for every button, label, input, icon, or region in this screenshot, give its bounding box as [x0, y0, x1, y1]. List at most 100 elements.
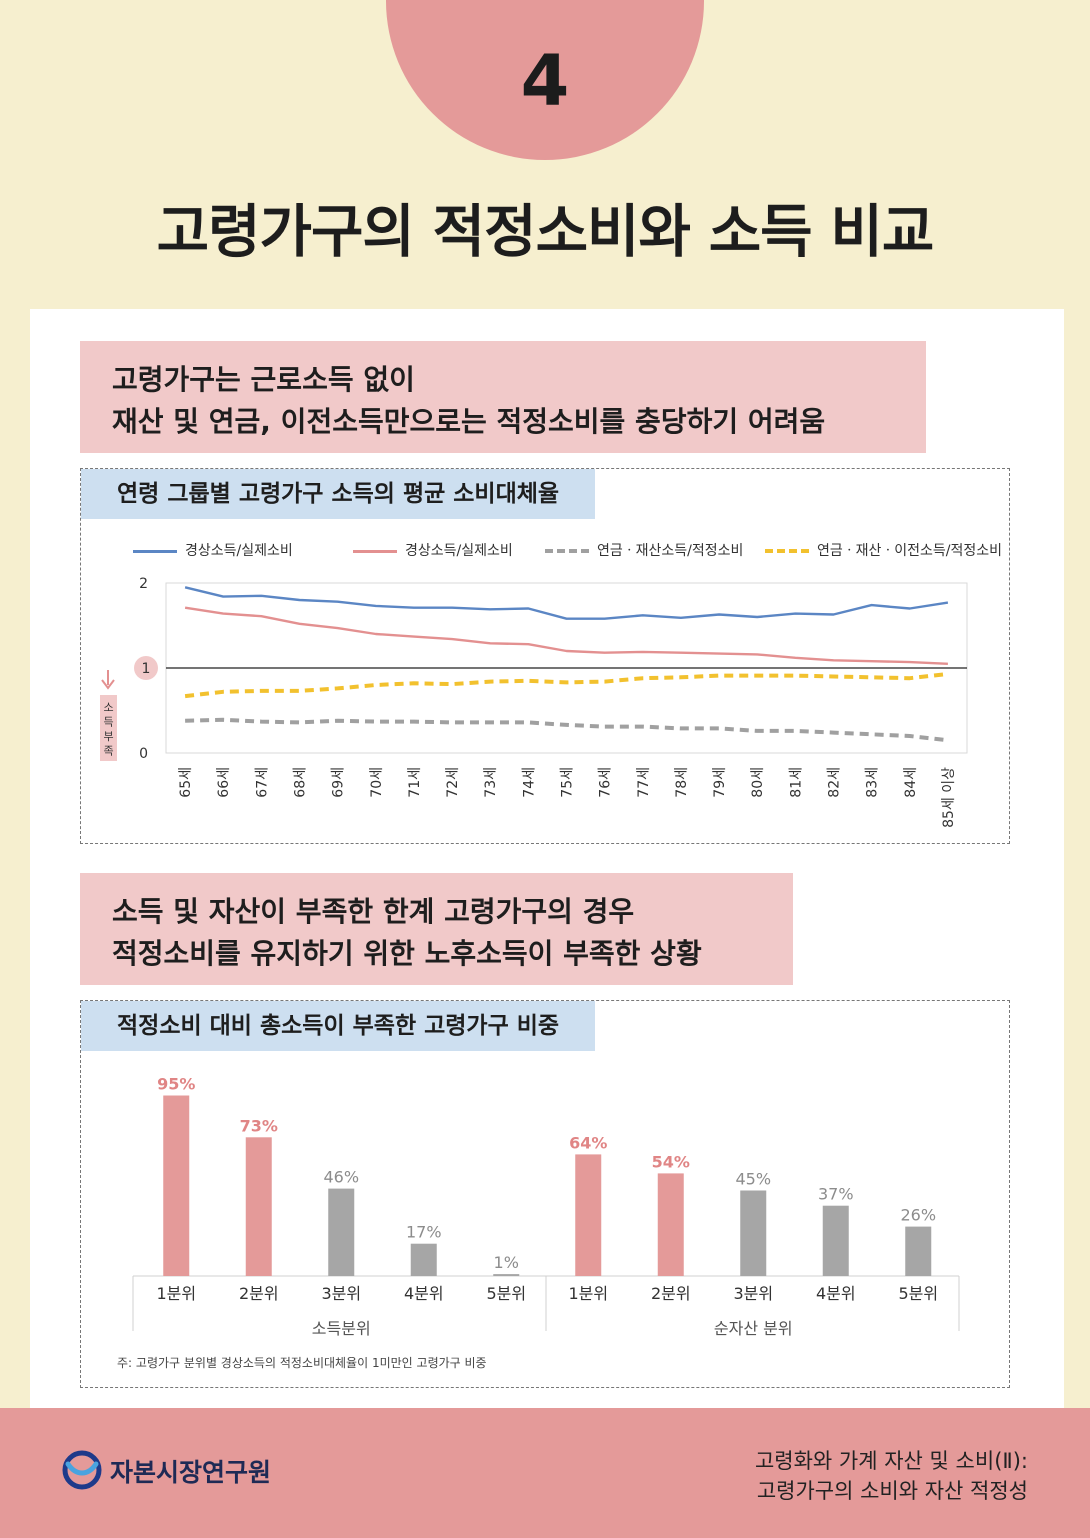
legend-item-3: 연금ㆍ재산소득/적정소비 — [545, 539, 743, 563]
legend-label-2: 경상소득/실제소비 — [405, 543, 513, 559]
line-chart-box: 연령 그룹별 고령가구 소득의 평균 소비대체율 경상소득/실제소비 경상소득/… — [80, 468, 1010, 844]
page-title: 고령가구의 적정소비와 소득 비교 — [156, 199, 935, 265]
legend-label-3: 연금ㆍ재산소득/적정소비 — [597, 543, 744, 559]
x-tick-label: 69세 — [331, 767, 347, 798]
bar-value-label: 17% — [406, 1223, 442, 1242]
reference-marker — [134, 656, 158, 680]
bar-value-label: 54% — [652, 1152, 690, 1171]
bar-value-label: 46% — [323, 1168, 359, 1187]
x-tick-label: 77세 — [636, 767, 652, 798]
bar — [163, 1095, 190, 1276]
x-tick-label: 79세 — [712, 767, 728, 798]
kcmi-logo-icon — [62, 1450, 102, 1490]
x-tick-label: 73세 — [483, 767, 499, 798]
section-number: 4 — [520, 40, 570, 122]
series-line-4 — [184, 671, 949, 699]
legend-line-yellow — [765, 549, 809, 553]
shortfall-label-char: 소 — [103, 701, 113, 714]
x-tick-label: 84세 — [903, 767, 919, 798]
bar — [822, 1205, 849, 1276]
x-tick-label: 81세 — [788, 767, 804, 798]
x-tick-label: 3분위 — [321, 1284, 361, 1303]
reference-label: 1 — [142, 661, 151, 677]
bar-chart-note: 주: 고령가구 분위별 경상소득의 적정소비대체율이 1미만인 고령가구 비중 — [117, 1356, 487, 1370]
legend-line-pink — [353, 549, 397, 553]
bar — [410, 1243, 437, 1276]
y-tick-label: 2 — [139, 576, 148, 592]
shortfall-label-char: 부 — [103, 730, 113, 743]
bar-value-label: 73% — [240, 1116, 278, 1135]
x-tick-label: 66세 — [216, 767, 232, 798]
callout-1: 고령가구는 근로소득 없이 재산 및 연금, 이전소득만으로는 적정소비를 충당… — [80, 341, 926, 453]
shortfall-badge — [100, 695, 117, 761]
x-tick-label: 70세 — [369, 767, 385, 798]
bar — [245, 1137, 272, 1276]
bar — [575, 1154, 602, 1276]
x-tick-label: 75세 — [560, 767, 576, 798]
x-tick-label: 68세 — [293, 767, 309, 798]
x-tick-label: 72세 — [445, 767, 461, 798]
x-tick-label: 1분위 — [156, 1284, 196, 1303]
bar-value-label: 64% — [569, 1133, 607, 1152]
x-tick-label: 85세 이상 — [941, 767, 957, 828]
shortfall-label-char: 족 — [103, 745, 113, 758]
x-tick-label: 71세 — [407, 767, 423, 798]
report-title-line-1: 고령화와 가계 자산 및 소비(Ⅱ): — [754, 1449, 1028, 1473]
bar — [905, 1226, 932, 1276]
line-chart-title: 연령 그룹별 고령가구 소득의 평균 소비대체율 — [81, 469, 596, 519]
x-tick-label: 5분위 — [486, 1284, 526, 1303]
legend-label-4: 연금ㆍ재산ㆍ이전소득/적정소비 — [817, 543, 1003, 559]
report-title: 고령화와 가계 자산 및 소비(Ⅱ): 고령가구의 소비와 자산 적정성 — [755, 1446, 1028, 1506]
callout-2-line-2: 적정소비를 유지하기 위한 노후소득이 부족한 상황 — [112, 937, 702, 970]
x-tick-label: 65세 — [178, 767, 194, 798]
bar-chart-box: 적정소비 대비 총소득이 부족한 고령가구 비중 95% 1분위 73% 2분위 46%… — [80, 1000, 1010, 1388]
group-label: 순자산 분위 — [714, 1319, 793, 1338]
callout-1-line-1: 고령가구는 근로소득 없이 — [112, 363, 415, 396]
x-tick-label: 3분위 — [733, 1284, 773, 1303]
bar — [493, 1274, 520, 1276]
bar-value-label: 95% — [157, 1075, 195, 1094]
x-tick-label: 2분위 — [239, 1284, 279, 1303]
bar-value-label: 1% — [494, 1253, 519, 1272]
legend-item-2: 경상소득/실제소비 — [353, 539, 513, 563]
legend-item-1: 경상소득/실제소비 — [133, 539, 293, 563]
bar — [740, 1190, 767, 1276]
series-line-3 — [185, 717, 949, 743]
callout-2-line-1: 소득 및 자산이 부족한 한계 고령가구의 경우 — [112, 895, 635, 928]
group-label: 소득분위 — [312, 1319, 371, 1338]
x-tick-label: 2분위 — [651, 1284, 691, 1303]
report-title-line-2: 고령가구의 소비와 자산 적정성 — [756, 1479, 1028, 1503]
bar-value-label: 37% — [818, 1185, 854, 1204]
callout-1-line-2: 재산 및 연금, 이전소득만으로는 적정소비를 충당하기 어려움 — [112, 405, 826, 438]
legend-line-gray — [545, 549, 589, 553]
bar-value-label: 45% — [735, 1170, 771, 1189]
y-tick-label: 0 — [139, 746, 148, 762]
x-tick-label: 80세 — [750, 767, 766, 798]
x-tick-label: 67세 — [254, 767, 270, 798]
legend-label-1: 경상소득/실제소비 — [185, 543, 293, 559]
legend-line-blue — [133, 549, 177, 553]
x-tick-label: 83세 — [865, 767, 881, 798]
x-tick-label: 1분위 — [568, 1284, 608, 1303]
callout-2: 소득 및 자산이 부족한 한계 고령가구의 경우 적정소비를 유지하기 위한 노… — [80, 873, 793, 985]
x-tick-label: 4분위 — [816, 1284, 856, 1303]
x-tick-label: 82세 — [827, 767, 843, 798]
bar-value-label: 26% — [900, 1206, 936, 1225]
x-tick-label: 74세 — [521, 767, 537, 798]
legend-item-4: 연금ㆍ재산ㆍ이전소득/적정소비 — [765, 539, 1002, 563]
series-line-2 — [184, 606, 948, 665]
org-name: 자본시장연구원 — [110, 1458, 272, 1487]
series-line-1 — [184, 586, 949, 620]
x-tick-label: 78세 — [674, 767, 690, 798]
x-tick-label: 76세 — [598, 767, 614, 798]
line-chart-legend: 경상소득/실제소비 경상소득/실제소비 연금ㆍ재산소득/적정소비 연금ㆍ재산ㆍ이… — [133, 539, 1033, 563]
shortfall-label-char: 득 — [103, 716, 113, 729]
shortfall-arrow-icon — [101, 679, 115, 690]
bar — [328, 1188, 355, 1276]
x-tick-label: 4분위 — [404, 1284, 444, 1303]
x-tick-label: 5분위 — [898, 1284, 938, 1303]
bar-chart-title: 적정소비 대비 총소득이 부족한 고령가구 비중 — [81, 1001, 596, 1051]
